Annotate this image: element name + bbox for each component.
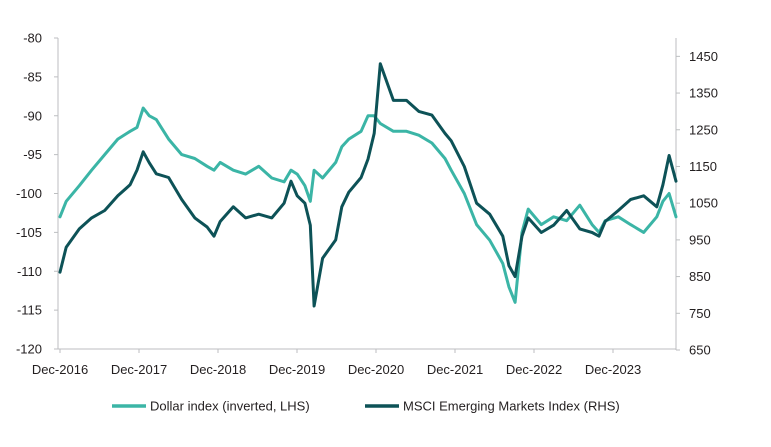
left-tick-label: -80: [23, 31, 42, 46]
left-axis: -80 -85 -90 -95 -100 -105 -110 -115 -120: [16, 31, 59, 357]
left-tick-label: -105: [16, 225, 42, 240]
right-tick-label: 1150: [689, 159, 717, 174]
x-tick-label: Dec-2016: [32, 362, 88, 377]
x-tick-label: Dec-2017: [111, 362, 167, 377]
left-tick-label: -85: [23, 69, 42, 84]
left-tick-label: -110: [17, 264, 42, 279]
right-tick-label: 850: [689, 269, 711, 284]
right-axis: 1450 1350 1250 1150 1050 950 850 750 650: [675, 38, 718, 358]
legend: Dollar index (inverted, LHS) MSCI Emergin…: [112, 399, 620, 414]
x-tick-label: Dec-2021: [427, 362, 483, 377]
dollar-index-line: [58, 106, 678, 304]
right-tick-label: 650: [689, 343, 711, 358]
series-layer: [58, 62, 678, 308]
x-tick-label: Dec-2020: [348, 362, 404, 377]
x-tick-label: Dec-2019: [269, 362, 325, 377]
left-tick-label: -95: [23, 147, 42, 162]
left-tick-label: -100: [16, 186, 42, 201]
legend-label: Dollar index (inverted, LHS): [150, 399, 310, 414]
left-tick-label: -120: [16, 342, 42, 357]
msci-em-index-line: [58, 62, 678, 308]
x-tick-label: Dec-2018: [190, 362, 246, 377]
left-tick-label: -115: [17, 303, 42, 318]
right-tick-label: 1250: [689, 122, 718, 137]
x-tick-label: Dec-2022: [506, 362, 562, 377]
left-tick-label: -90: [23, 108, 42, 123]
right-tick-label: 750: [689, 306, 711, 321]
right-tick-label: 1350: [689, 86, 718, 101]
right-tick-label: 950: [689, 232, 711, 247]
right-tick-label: 1450: [689, 49, 718, 64]
x-tick-label: Dec-2023: [585, 362, 641, 377]
x-axis: Dec-2016 Dec-2017 Dec-2018 Dec-2019 Dec-2020…: [32, 348, 676, 377]
legend-label: MSCI Emerging Markets Index (RHS): [403, 399, 620, 414]
right-tick-label: 1050: [689, 196, 718, 211]
